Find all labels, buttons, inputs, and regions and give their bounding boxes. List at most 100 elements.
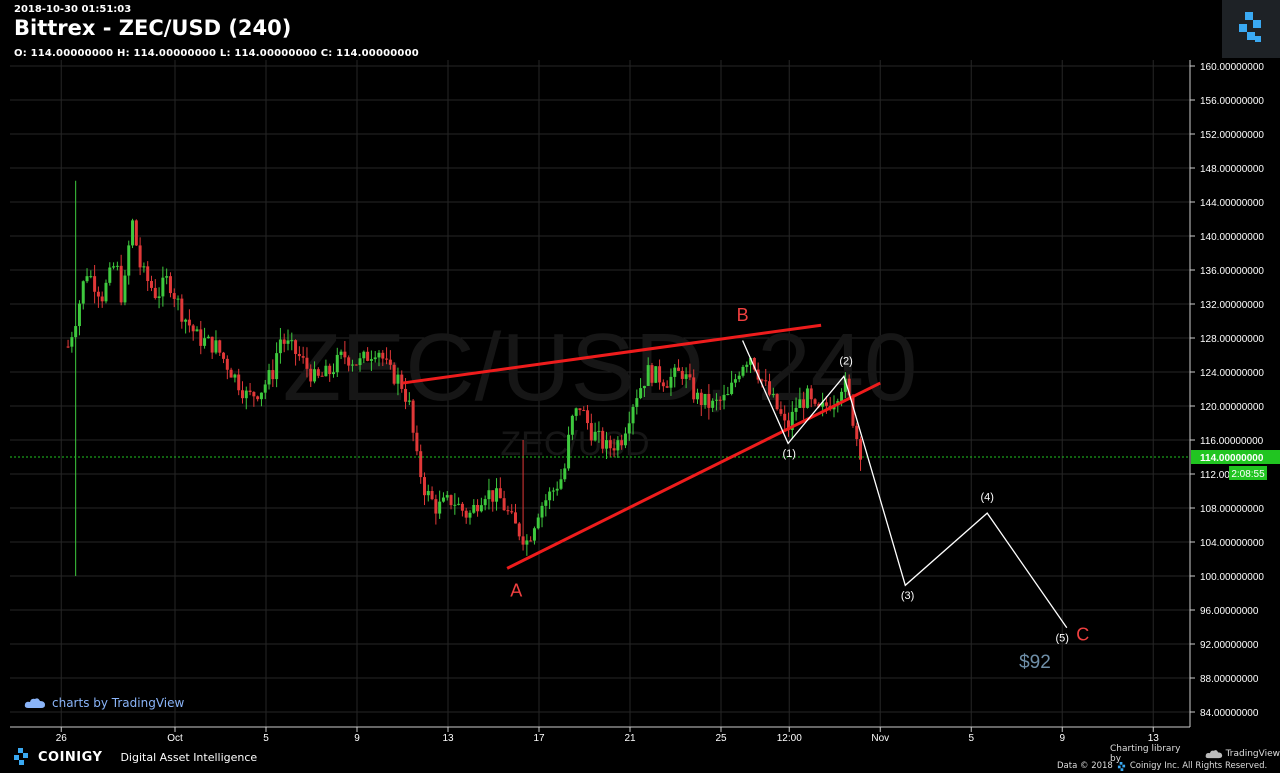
candle-body xyxy=(521,536,525,545)
candle-body xyxy=(726,394,730,396)
candle-body xyxy=(824,402,828,406)
candle-body xyxy=(555,488,559,491)
candle-body xyxy=(513,512,517,524)
candle-body xyxy=(195,329,199,332)
y-tick-label: 108.00000000 xyxy=(1200,504,1264,515)
candle-body xyxy=(225,358,229,370)
candle-body xyxy=(70,337,74,347)
candle-body xyxy=(180,298,184,322)
candle-body xyxy=(817,403,821,407)
candle-body xyxy=(290,340,294,342)
candle-body xyxy=(388,359,392,365)
candle-body xyxy=(187,319,191,326)
candle-body xyxy=(692,377,696,400)
candle-body xyxy=(752,357,756,370)
charting-library-label: Charting library by xyxy=(1110,744,1181,764)
x-tick-label: Nov xyxy=(871,733,889,744)
candle-body xyxy=(168,276,172,294)
countdown-tag xyxy=(1229,466,1267,480)
candle-body xyxy=(786,420,790,430)
candle-body xyxy=(184,319,188,322)
candle-body xyxy=(563,468,567,480)
candle-body xyxy=(434,499,438,514)
candle-body xyxy=(491,490,495,502)
candle-body xyxy=(699,392,703,406)
candle-body xyxy=(115,265,119,267)
y-tick-label: 148.00000000 xyxy=(1200,164,1264,175)
wave-projection xyxy=(742,340,1068,629)
candle-body xyxy=(422,477,426,496)
candle-body xyxy=(650,365,654,383)
cloud-icon xyxy=(24,698,45,708)
candle-body xyxy=(510,511,514,513)
candle-body xyxy=(544,500,548,506)
candle-body xyxy=(532,528,536,541)
candle-body xyxy=(783,413,787,421)
candle-body xyxy=(350,364,354,366)
tradingview-brand-label: charts by TradingView xyxy=(52,696,185,710)
candle-body xyxy=(809,388,813,400)
candle-body xyxy=(745,364,749,367)
candle-body xyxy=(240,390,244,399)
candle-body xyxy=(153,287,157,298)
candle-body xyxy=(684,374,688,379)
coinigy-name: COINIGY xyxy=(38,749,103,765)
axes: 160.00000000 156.00000000 152.00000000 148.… xyxy=(10,60,1280,744)
candle-body xyxy=(707,393,711,408)
candle-body xyxy=(582,410,586,412)
countdown-label: 2:08:55 xyxy=(1231,469,1265,480)
candle-body xyxy=(813,399,817,404)
coinigy-copyright-label: Coinigy Inc. All Rights Reserved. xyxy=(1129,761,1268,771)
candle-body xyxy=(275,353,279,380)
x-tick-label: 13 xyxy=(442,733,454,744)
candle-body xyxy=(248,390,252,393)
y-tick-label: 128.00000000 xyxy=(1200,334,1264,345)
coinigy-small-icon xyxy=(1117,761,1125,771)
candle-body xyxy=(199,329,203,346)
tradingview-brand[interactable]: charts by TradingView xyxy=(24,696,184,710)
x-tick-label: 12:00 xyxy=(777,733,802,744)
candle-body xyxy=(574,408,578,416)
y-tick-label: 136.00000000 xyxy=(1200,266,1264,277)
y-tick-label: 84.00000000 xyxy=(1200,708,1259,719)
candle-body xyxy=(506,510,510,512)
candles xyxy=(66,180,863,576)
candle-body xyxy=(597,430,601,432)
current-price-label: 114.00000000 xyxy=(1200,453,1264,464)
candle-body xyxy=(646,365,650,386)
candle-body xyxy=(157,296,161,298)
candle-body xyxy=(536,517,540,529)
trendlines xyxy=(402,323,881,570)
candle-body xyxy=(320,375,324,377)
candle-body xyxy=(259,392,263,400)
candle-body xyxy=(335,354,339,373)
candle-body xyxy=(301,356,305,358)
candle-body xyxy=(669,376,673,388)
candle-body xyxy=(737,375,741,380)
candle-body xyxy=(589,423,593,441)
candle-body xyxy=(654,366,658,383)
candle-body xyxy=(191,325,195,332)
tradingview-label: TradingView xyxy=(1225,749,1280,759)
candle-body xyxy=(271,370,275,380)
wave-label: (3) xyxy=(901,590,914,602)
y-tick-label: 144.00000000 xyxy=(1200,198,1264,209)
candle-body xyxy=(635,398,639,407)
candle-body xyxy=(172,293,176,299)
coinigy-logo-button[interactable] xyxy=(1222,0,1280,58)
data-copyright-label: Data © 2018 xyxy=(1057,761,1113,771)
x-tick-label: Oct xyxy=(167,733,183,744)
y-tick-label: 132.00000000 xyxy=(1200,300,1264,311)
candle-body xyxy=(627,423,631,434)
candle-body xyxy=(362,351,366,359)
candle-body xyxy=(517,523,521,537)
y-tick-label: 96.00000000 xyxy=(1200,606,1259,617)
x-tick-label: 25 xyxy=(715,733,727,744)
candle-body xyxy=(244,390,248,399)
candle-body xyxy=(703,393,707,406)
candle-body xyxy=(89,276,93,278)
candle-body xyxy=(222,352,226,359)
candle-body xyxy=(794,407,798,412)
candle-body xyxy=(237,374,241,391)
